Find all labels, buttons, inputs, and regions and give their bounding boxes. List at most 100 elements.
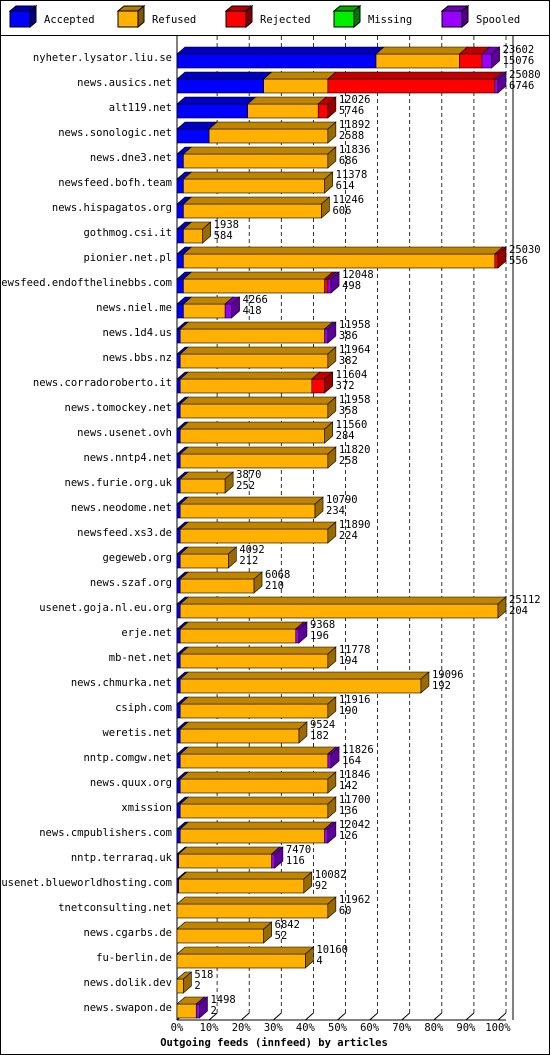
accepted-label: 190 — [339, 705, 358, 717]
bar-end — [327, 121, 337, 144]
x-tick-label: 30% — [264, 1022, 284, 1034]
y-tick-label: pionier.net.pl — [83, 252, 172, 264]
bar-segment-top — [176, 896, 337, 905]
y-tick-label: news.tomockey.net — [65, 402, 172, 414]
accepted-label: 136 — [339, 805, 358, 817]
accepted-label: 224 — [339, 530, 358, 542]
bar-segment — [176, 53, 377, 69]
bar-end — [327, 146, 337, 169]
bar-end — [327, 396, 337, 419]
bar-segment — [176, 303, 184, 319]
accepted-label: 498 — [342, 280, 361, 292]
bar-segment — [179, 703, 329, 719]
bar-segment — [224, 303, 232, 319]
y-tick-label: mb-net.net — [109, 652, 172, 664]
bar-segment — [375, 53, 460, 69]
bar-segment — [176, 628, 181, 644]
bar-segment — [179, 353, 329, 369]
bar-segment — [183, 253, 496, 269]
y-tick-label: nntp.comgw.net — [83, 752, 172, 764]
accepted-label: 126 — [339, 830, 358, 842]
accepted-label: 382 — [339, 355, 358, 367]
bar-segment-top — [179, 621, 305, 630]
total-label: 11604 — [336, 369, 368, 381]
total-label: 11820 — [339, 444, 371, 456]
bar-segment — [179, 328, 325, 344]
bar-segment — [324, 828, 329, 844]
total-label: 518 — [194, 969, 213, 981]
total-label: 11826 — [342, 744, 374, 756]
bar-segment-top — [262, 71, 337, 80]
accepted-label: 15076 — [503, 55, 535, 67]
accepted-label: 6746 — [509, 80, 534, 92]
bar-segment-top — [179, 421, 334, 430]
bar-segment-top — [179, 596, 507, 605]
bar-segment — [176, 353, 181, 369]
bar-end — [327, 346, 337, 369]
bar-end — [183, 971, 192, 994]
bar-end — [324, 371, 333, 394]
y-tick-label: news.nntp4.net — [83, 452, 172, 464]
accepted-label: 234 — [326, 505, 345, 517]
bar-segment-top — [208, 121, 337, 130]
total-label: 10082 — [315, 869, 347, 881]
bar-segment-top — [179, 721, 308, 730]
bar-segment — [178, 853, 272, 869]
y-tick-label: news.cgarbs.de — [83, 927, 172, 939]
bar-segment — [176, 753, 181, 769]
bar-end — [305, 946, 314, 969]
bar-end — [327, 446, 337, 469]
bar-segment — [176, 428, 181, 444]
bar-end — [298, 721, 308, 744]
y-tick-label: newsfeed.bofh.team — [58, 177, 172, 189]
bar-segment-top — [176, 921, 273, 930]
bar-segment-top — [375, 46, 469, 55]
accepted-label: 210 — [265, 580, 284, 592]
bar-segment — [176, 503, 181, 519]
y-tick-label: news.sonologic.net — [58, 127, 172, 139]
total-label: 11378 — [336, 169, 368, 181]
bar-segment-top — [179, 546, 238, 555]
bar-segment — [327, 78, 496, 94]
x-tick-label: 50% — [328, 1022, 348, 1034]
total-label: 25030 — [509, 244, 541, 256]
total-label: 11890 — [339, 519, 371, 531]
legend-swatch — [441, 10, 463, 28]
bar-end — [330, 271, 340, 294]
accepted-label: 182 — [310, 730, 329, 742]
bar-segment-top — [182, 271, 334, 280]
bar-segment — [176, 603, 181, 619]
bar-segment-top — [179, 521, 337, 530]
bar-end — [228, 546, 237, 569]
bar-segment — [176, 453, 181, 469]
total-label: 11892 — [339, 119, 371, 131]
total-label: 4266 — [243, 294, 268, 306]
total-label: 12042 — [339, 819, 371, 831]
bar-segment — [179, 603, 499, 619]
total-label: 11700 — [339, 794, 371, 806]
bar-segment — [176, 553, 181, 569]
bar-segment-top — [179, 746, 337, 755]
y-tick-label: news.szaf.org — [90, 577, 172, 589]
accepted-label: 4 — [316, 955, 322, 967]
bar-segment-top — [179, 446, 337, 455]
y-tick-label: news.hispagatos.org — [52, 202, 172, 214]
bar-segment — [176, 728, 181, 744]
tick-mark — [369, 1012, 378, 1021]
bar-segment — [494, 78, 499, 94]
y-tick-label: news.neodome.net — [71, 502, 172, 514]
bar-segment-top — [179, 646, 337, 655]
x-tick-label: 90% — [456, 1022, 476, 1034]
bar-segment — [481, 53, 492, 69]
bar-end — [327, 771, 337, 794]
bar-segment — [176, 128, 210, 144]
tick-mark — [272, 1012, 282, 1021]
y-tick-label: news.swapon.de — [83, 1002, 172, 1014]
bar-segment — [179, 728, 300, 744]
bar-end — [327, 321, 337, 344]
total-label: 11964 — [339, 344, 371, 356]
total-label: 7470 — [286, 844, 311, 856]
bar-segment — [195, 1003, 200, 1019]
accepted-label: 196 — [310, 630, 329, 642]
accepted-label: 52 — [275, 930, 288, 942]
